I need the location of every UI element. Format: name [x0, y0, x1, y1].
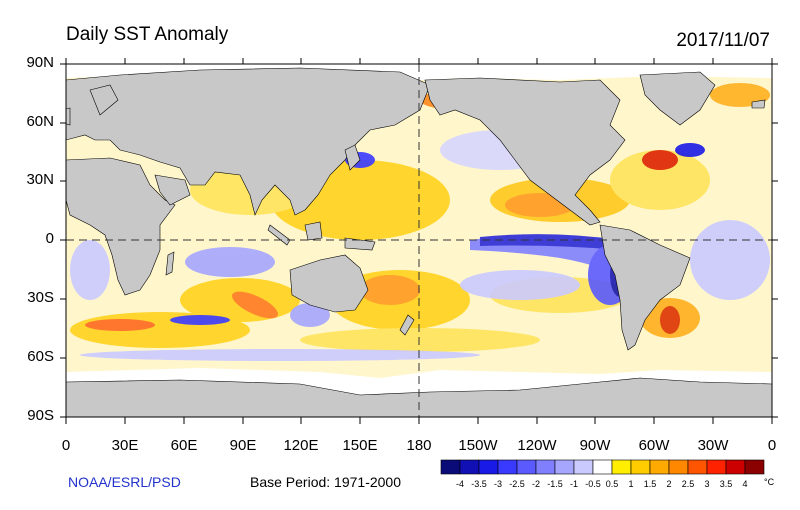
source-credit: NOAA/ESRL/PSD — [68, 474, 181, 490]
lon-label-90e: 90E — [229, 437, 257, 454]
lat-label-90s: 90S — [27, 407, 54, 424]
colorbar-swatch — [592, 459, 613, 475]
colorbar-tick-label: -4 — [455, 479, 464, 489]
colorbar-tick-label: -2.5 — [509, 479, 525, 489]
colorbar-tick-label: 4 — [742, 479, 748, 489]
colorbar-tick-label: -0.5 — [585, 479, 601, 489]
colorbar-tick-label: 2 — [666, 479, 672, 489]
land-arabia — [154, 174, 191, 206]
lon-label-60e: 60E — [170, 437, 198, 454]
colorbar-swatch — [744, 459, 765, 475]
land-africa — [66, 157, 176, 296]
land-greenland — [639, 71, 716, 126]
colorbar-swatch — [573, 459, 594, 475]
colorbar-tick-label: 3.5 — [719, 479, 733, 489]
colorbar-tick-label: -1.5 — [547, 479, 563, 489]
lon-label-0-east: 0 — [767, 437, 777, 454]
lat-label-90n: 90N — [26, 54, 54, 71]
lat-label-30s: 30S — [27, 289, 54, 306]
lat-label-60s: 60S — [27, 348, 54, 365]
map-title: Daily SST Anomaly — [66, 24, 229, 45]
colorbar-tick-label: -2 — [531, 479, 540, 489]
colorbar-tick-label: 3 — [704, 479, 710, 489]
colorbar-swatch — [649, 459, 670, 475]
colorbar-tick-label: -3.5 — [471, 479, 487, 489]
lon-label-150w: 150W — [458, 437, 498, 454]
land-borneo — [304, 221, 323, 241]
land-scandinavia — [89, 84, 119, 116]
land-south-america — [599, 224, 691, 351]
colorbar-swatch — [668, 459, 689, 475]
lon-label-0: 0 — [61, 437, 71, 454]
colorbar-swatch — [478, 459, 499, 475]
land-iceland — [751, 99, 766, 109]
lon-label-30w: 30W — [697, 437, 729, 454]
y-ticks — [60, 63, 778, 418]
colorbar-swatch — [687, 459, 708, 475]
colorbar-tick-label: 0.5 — [605, 479, 619, 489]
land-uk — [66, 107, 71, 126]
lat-label-0: 0 — [45, 230, 54, 247]
colorbar-tick-label: -1 — [569, 479, 578, 489]
colorbar-unit: °C — [764, 477, 775, 487]
colorbar-tick-label: -3 — [493, 479, 502, 489]
lat-label-60n: 60N — [26, 113, 54, 130]
map-date: 2017/11/07 — [676, 30, 770, 51]
colorbar-tick-label: 1 — [628, 479, 634, 489]
lon-label-90w: 90W — [579, 437, 611, 454]
lon-label-60w: 60W — [638, 437, 670, 454]
colorbar-tick-label: 1.5 — [643, 479, 657, 489]
colorbar-swatch — [554, 459, 575, 475]
lon-label-120w: 120W — [517, 437, 557, 454]
colorbar-swatch — [497, 459, 518, 475]
lon-label-120e: 120E — [283, 437, 319, 454]
colorbar-swatch — [440, 459, 461, 475]
continents — [66, 67, 772, 417]
land-new-guinea — [344, 237, 376, 251]
colorbar-swatch — [611, 459, 632, 475]
land-antarctica — [66, 377, 772, 417]
colorbar-swatch — [706, 459, 727, 475]
land-australia — [289, 254, 369, 313]
x-ticks — [65, 58, 773, 424]
land-eurasia — [66, 67, 431, 216]
lat-label-30n: 30N — [26, 171, 54, 188]
lon-label-30e: 30E — [111, 437, 139, 454]
colorbar-swatch — [535, 459, 556, 475]
lon-label-180: 180 — [406, 437, 432, 454]
land-madagascar — [165, 251, 175, 276]
colorbar-swatch — [516, 459, 537, 475]
base-period: Base Period: 1971-2000 — [250, 474, 401, 490]
colorbar-swatch — [630, 459, 651, 475]
lon-label-150e: 150E — [342, 437, 378, 454]
colorbar-swatch — [725, 459, 746, 475]
land-north-america — [424, 77, 626, 226]
colorbar-tick-label: 2.5 — [681, 479, 695, 489]
land-sumatra — [267, 224, 291, 246]
land-japan — [344, 144, 361, 171]
colorbar-swatch — [459, 459, 480, 475]
colorbar — [440, 459, 765, 475]
land-new-zealand — [399, 314, 415, 336]
